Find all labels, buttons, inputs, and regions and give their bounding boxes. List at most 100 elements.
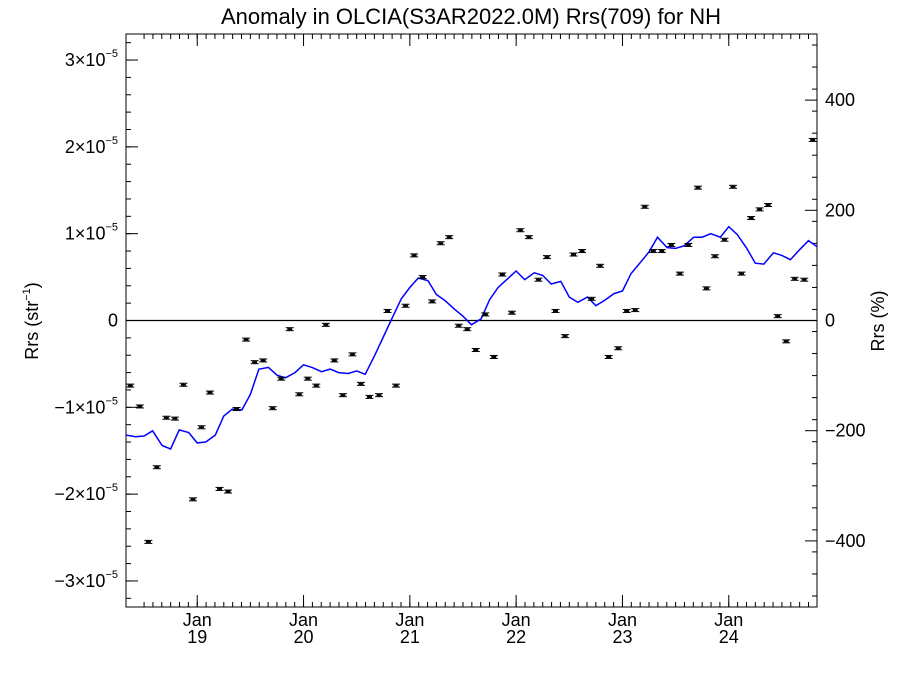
point-marker [137, 405, 143, 408]
point-marker [801, 278, 807, 281]
data-point [356, 381, 365, 386]
data-point [622, 308, 631, 313]
data-point [782, 339, 791, 344]
data-point [401, 303, 410, 308]
data-point [808, 137, 817, 142]
point-marker [349, 353, 355, 356]
data-point [321, 322, 330, 327]
point-marker [775, 315, 781, 318]
point-marker [562, 335, 568, 338]
left-tick-mantissa: 3×10 [65, 50, 106, 70]
data-point [295, 392, 304, 397]
data-point [375, 393, 384, 398]
data-point [250, 360, 259, 365]
left-tick-exponent: −5 [105, 48, 118, 60]
data-point [215, 486, 224, 491]
left-tick-exponent: −5 [105, 482, 118, 494]
point-marker [252, 361, 258, 364]
data-point [418, 275, 427, 280]
point-marker [526, 236, 532, 239]
point-marker [190, 498, 196, 501]
point-marker [305, 377, 311, 380]
data-point [303, 376, 312, 381]
left-tick-label: 0 [108, 311, 118, 331]
x-tick-label-month: Jan [395, 610, 424, 630]
data-point [657, 249, 666, 254]
left-tick-label: 3×10−5 [65, 48, 118, 70]
data-point [764, 203, 773, 208]
point-marker [757, 208, 763, 211]
left-axis-label-sup: −1 [21, 288, 33, 301]
point-marker [278, 377, 284, 380]
data-point [675, 271, 684, 276]
data-point [330, 358, 339, 363]
point-marker [606, 355, 612, 358]
left-tick-mantissa: −3×10 [54, 571, 105, 591]
data-point [569, 252, 578, 257]
point-marker [499, 273, 505, 276]
point-marker [438, 242, 444, 245]
point-marker [323, 323, 329, 326]
x-tick-label-year: 23 [612, 627, 632, 647]
data-point [729, 184, 738, 189]
data-point [710, 254, 719, 259]
x-tick-label-year: 22 [506, 627, 526, 647]
data-point [454, 323, 463, 328]
x-tick-label-year: 20 [294, 627, 314, 647]
data-point [428, 299, 437, 304]
data-point [693, 185, 702, 190]
data-point [205, 390, 214, 395]
x-tick-label-month: Jan [502, 610, 531, 630]
point-marker [163, 416, 169, 419]
point-marker [287, 328, 293, 331]
data-point [383, 308, 392, 313]
point-marker [589, 297, 595, 300]
left-tick-mantissa: 2×10 [65, 137, 106, 157]
data-point [578, 249, 587, 254]
right-tick-label: −200 [825, 421, 866, 441]
left-tick-exponent: −5 [105, 569, 118, 581]
data-point [445, 235, 454, 240]
data-point [259, 358, 268, 363]
point-marker [748, 217, 754, 220]
data-point [348, 352, 357, 357]
point-marker [668, 243, 674, 246]
data-point [126, 383, 135, 388]
data-point [702, 286, 711, 291]
x-tick-label-year: 21 [400, 627, 420, 647]
left-tick-exponent: −5 [105, 135, 118, 147]
data-point [649, 249, 658, 254]
point-marker [544, 256, 550, 259]
point-marker [765, 204, 771, 207]
data-point [232, 407, 241, 412]
point-marker [685, 243, 691, 246]
left-tick-label: −2×10−5 [54, 482, 118, 504]
data-point [242, 337, 251, 342]
point-marker [403, 304, 409, 307]
point-marker [225, 490, 231, 493]
data-point [640, 204, 649, 209]
point-marker [243, 338, 249, 341]
data-point [152, 465, 161, 470]
data-point [338, 393, 347, 398]
point-marker [456, 324, 462, 327]
left-tick-mantissa: 1×10 [65, 224, 106, 244]
point-marker [376, 394, 382, 397]
data-point [463, 327, 472, 332]
point-marker [260, 359, 266, 362]
point-marker [703, 287, 709, 290]
point-marker [145, 540, 151, 543]
point-marker [632, 309, 638, 312]
data-point [561, 334, 570, 339]
data-point [667, 242, 676, 247]
point-marker [172, 417, 178, 420]
data-point [551, 308, 560, 313]
point-marker [783, 340, 789, 343]
point-marker [642, 205, 648, 208]
point-marker [296, 393, 302, 396]
point-marker [429, 300, 435, 303]
data-point [790, 276, 799, 281]
right-axis-label: Rrs (%) [868, 291, 888, 352]
point-marker [712, 255, 718, 258]
data-point [489, 354, 498, 359]
